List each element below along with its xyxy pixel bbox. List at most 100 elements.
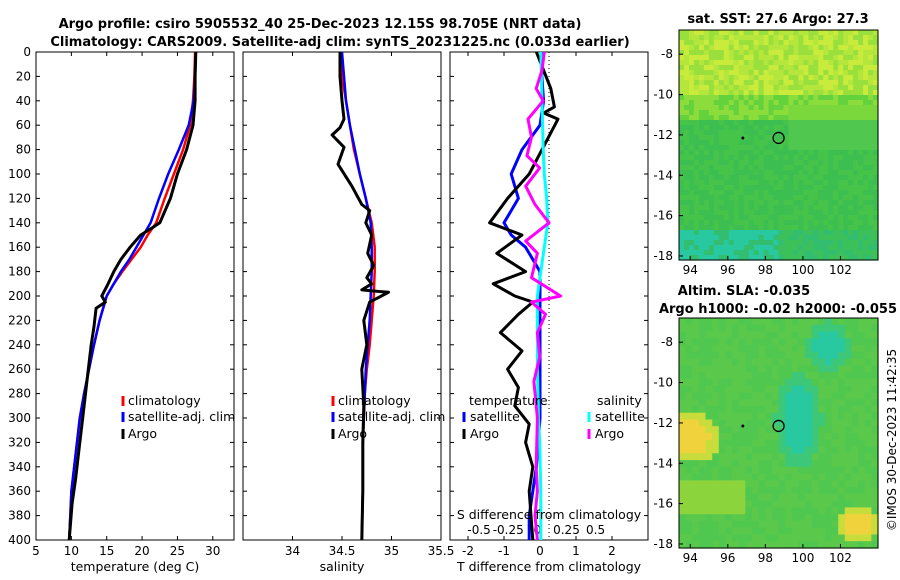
- map-cell: [745, 318, 753, 326]
- map-cell: [723, 135, 730, 141]
- map-cell: [808, 170, 814, 176]
- map-cell: [708, 170, 715, 176]
- map-cell: [843, 130, 849, 136]
- map-cell: [844, 500, 852, 508]
- map-cell: [833, 110, 839, 116]
- map-cell: [838, 205, 844, 211]
- map-cell: [808, 60, 814, 66]
- map-cell: [753, 105, 760, 111]
- map-cell: [698, 541, 707, 549]
- map-cell: [718, 439, 726, 448]
- map-cell: [805, 378, 813, 387]
- map-cell: [689, 165, 695, 171]
- map-cell: [803, 205, 809, 211]
- map-cell: [853, 140, 859, 146]
- map-cell: [844, 345, 852, 353]
- map-cell: [693, 225, 700, 231]
- map-cell: [868, 155, 874, 161]
- map-cell: [803, 45, 809, 51]
- map-cell: [808, 140, 814, 146]
- map-cell: [803, 125, 809, 131]
- map-cell: [693, 110, 700, 116]
- map-cell: [698, 195, 705, 201]
- map-cell: [808, 80, 814, 86]
- map-cell: [831, 480, 839, 488]
- map-cell: [738, 358, 746, 366]
- map-cell: [783, 105, 790, 111]
- map-cell: [871, 419, 879, 427]
- map-cell: [778, 245, 785, 251]
- map-cell: [798, 200, 804, 206]
- map-cell: [791, 412, 799, 421]
- legend-argo-label: Argo: [128, 426, 157, 441]
- map-cell: [853, 225, 859, 231]
- map-cell: [738, 520, 746, 529]
- map-cell: [851, 324, 859, 333]
- map-cell: [679, 135, 685, 141]
- map-cell: [758, 541, 766, 549]
- map-cell: [858, 105, 864, 111]
- map-cell: [785, 399, 793, 407]
- map-cell: [718, 195, 725, 201]
- map-cell: [703, 255, 710, 261]
- map-cell: [778, 466, 786, 475]
- map-cell: [773, 115, 780, 121]
- map-cell: [798, 419, 806, 427]
- map-cell: [823, 80, 829, 86]
- map-cell: [848, 60, 854, 66]
- map-cell: [808, 35, 814, 41]
- lat-tick-label: -14: [653, 456, 673, 470]
- map-cell: [743, 85, 750, 91]
- map-cell: [864, 345, 872, 353]
- map-cell: [871, 378, 879, 387]
- map-cell: [713, 40, 720, 46]
- map-cell: [679, 145, 685, 151]
- map-cell: [743, 115, 750, 121]
- map-cell: [838, 40, 844, 46]
- map-cell: [684, 130, 690, 136]
- map-cell: [752, 541, 760, 549]
- map-cell: [778, 105, 785, 111]
- map-cell: [811, 372, 819, 380]
- map-cell: [858, 520, 866, 529]
- map-cell: [718, 392, 726, 400]
- map-cell: [758, 175, 765, 181]
- map-cell: [685, 338, 693, 346]
- map-cell: [712, 493, 720, 502]
- map-cell: [732, 507, 740, 515]
- map-cell: [833, 235, 839, 241]
- map-cell: [689, 65, 695, 71]
- map-cell: [743, 135, 750, 141]
- map-cell: [689, 50, 695, 56]
- map-cell: [858, 412, 866, 421]
- map-cell: [798, 80, 804, 86]
- map-cell: [833, 85, 839, 91]
- map-cell: [745, 514, 753, 522]
- map-cell: [791, 365, 799, 373]
- map-cell: [858, 145, 864, 151]
- map-cell: [752, 324, 760, 333]
- map-cell: [693, 240, 700, 246]
- map-cell: [732, 405, 740, 414]
- map-cell: [823, 140, 829, 146]
- map-cell: [698, 318, 707, 326]
- map-cell: [692, 473, 700, 481]
- map-cell: [692, 419, 700, 427]
- map-cell: [831, 358, 839, 366]
- map-cell: [733, 210, 740, 216]
- map-cell: [818, 65, 824, 71]
- map-cell: [811, 520, 819, 529]
- map-cell: [805, 514, 813, 522]
- map-cell: [753, 35, 760, 41]
- map-cell: [851, 493, 859, 502]
- map-cell: [824, 453, 833, 461]
- map-cell: [752, 338, 760, 346]
- map-cell: [738, 105, 745, 111]
- map-cell: [793, 115, 799, 121]
- map-cell: [733, 175, 740, 181]
- map-cell: [813, 70, 819, 76]
- map-cell: [712, 507, 720, 515]
- map-cell: [818, 225, 824, 231]
- map-cell: [851, 460, 859, 468]
- map-cell: [708, 220, 715, 226]
